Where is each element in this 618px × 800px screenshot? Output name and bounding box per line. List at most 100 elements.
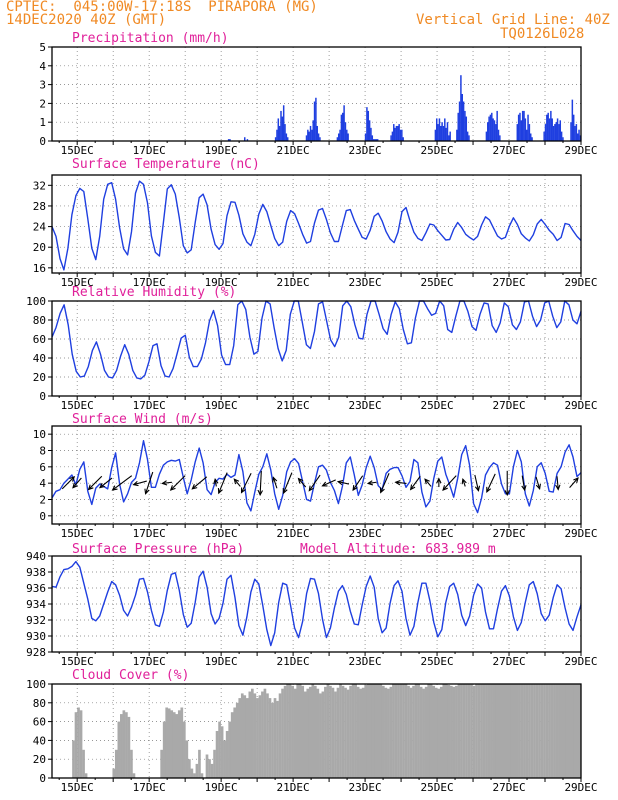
precip-bar [281,116,284,141]
cloud-bar [225,731,229,778]
cloud-bar [424,686,428,778]
wind-arrow-head [69,475,76,482]
precip-ytick-label: 4 [39,60,46,73]
precip-bar [347,133,349,141]
cloud-bar [288,684,292,778]
cloud-xtick-label: 23DEC [349,781,382,794]
precip-bar [243,137,246,141]
cloud-bar [550,684,554,778]
wind-arrow-shaft [241,472,252,493]
precip-bar [366,107,368,141]
wind-arrow-head [336,479,344,486]
precip-bar [340,114,343,141]
precip-bar [517,114,520,141]
cloud-bar [336,687,340,778]
wind-series-line [51,440,582,514]
cloud-bar [518,684,521,778]
precip-ytick-label: 2 [39,97,46,110]
precip-bar [446,122,449,141]
precip-bar [227,139,230,141]
precip-xtick-label: 21DEC [277,144,310,157]
pres-ytick-label: 938 [26,566,46,579]
wind-arrow-head [521,485,527,492]
wind-arrow [169,475,186,491]
precip-bar [448,135,450,141]
pres-ytick-label: 934 [26,598,46,611]
wind-arrow [144,471,154,495]
wind-arrow [535,476,541,491]
precip-bar [370,127,372,141]
wind-arrow-shaft [308,474,321,491]
wind-xtick-label: 23DEC [349,527,382,540]
rh-ytick-label: 40 [33,352,46,365]
precip-xtick-label: 17DEC [133,144,166,157]
wind-xtick-label: 25DEC [420,527,453,540]
precip-bar [466,131,469,141]
cloud-bar [210,763,214,778]
cloud-bar [404,684,408,778]
rh-ytick-label: 100 [26,295,46,308]
precip-bar [574,125,576,141]
precip-bar [311,129,313,141]
wind-arrow-head [366,480,374,486]
wind-arrow [111,475,133,491]
wind-arrow [424,478,432,487]
pres-panel [48,555,582,656]
cloud-bar [545,684,549,778]
cloud-bar [167,708,171,778]
temp-xtick-label: 27DEC [492,276,525,289]
cloud-xtick-label: 15DEC [61,781,94,794]
cloud-bar [528,684,531,778]
cloud-xtick-label: 17DEC [133,781,166,794]
wind-arrow-shaft [298,478,307,488]
wind-ytick-label: 0 [39,510,46,523]
temp-xtick-label: 29DEC [564,276,597,289]
wind-arrow-head [144,488,150,495]
precip-bar [457,112,459,141]
cloud-bar [575,684,579,778]
pres-xtick-label: 25DEC [420,655,453,668]
wind-arrow-shaft [88,475,103,490]
cloud-bar [439,686,443,778]
header-datetime: 14DEC2020 40Z (GMT) [6,12,167,28]
wind-arrow-head [217,488,223,495]
precip-bar [246,139,249,141]
wind-xtick-label: 15DEC [61,527,94,540]
precip-bar [558,124,560,141]
cloud-bar [170,710,174,778]
precip-bar [391,131,394,141]
cloud-bar [215,731,219,778]
cloud-bar [371,684,375,778]
precip-bar [499,135,501,141]
cloud-bar [341,685,345,778]
precip-bar [280,110,282,141]
cloud-bar [437,688,441,778]
precip-bar [458,101,461,141]
wind-arrow-shaft [259,470,262,495]
wind-arrow [217,472,228,495]
wind-arrow-shaft [191,476,208,490]
precip-bar [434,129,437,141]
cloud-bar [407,685,410,778]
cloud-bar [523,684,526,778]
rh-frame [51,300,582,397]
precip-bar [438,118,441,141]
wind-arrow-shaft [556,476,559,490]
cloud-bar [306,688,310,778]
cloud-bar [182,721,186,778]
precip-bar [552,125,555,141]
cloud-bar [258,695,262,778]
cloud-bar [364,684,368,778]
cloud-bar [450,685,453,778]
rh-xtick-label: 17DEC [133,399,166,412]
wind-arrow [474,474,481,492]
cloud-bar [502,684,506,778]
wind-arrow-shaft [322,479,336,487]
cloud-bar [177,710,181,778]
precip-bar [572,114,575,141]
wind-arrow-head [504,490,510,497]
wind-arrow [486,473,496,493]
precip-xtick-label: 19DEC [205,144,238,157]
cloud-bar [507,684,511,778]
pres-xtick-label: 19DEC [205,655,238,668]
